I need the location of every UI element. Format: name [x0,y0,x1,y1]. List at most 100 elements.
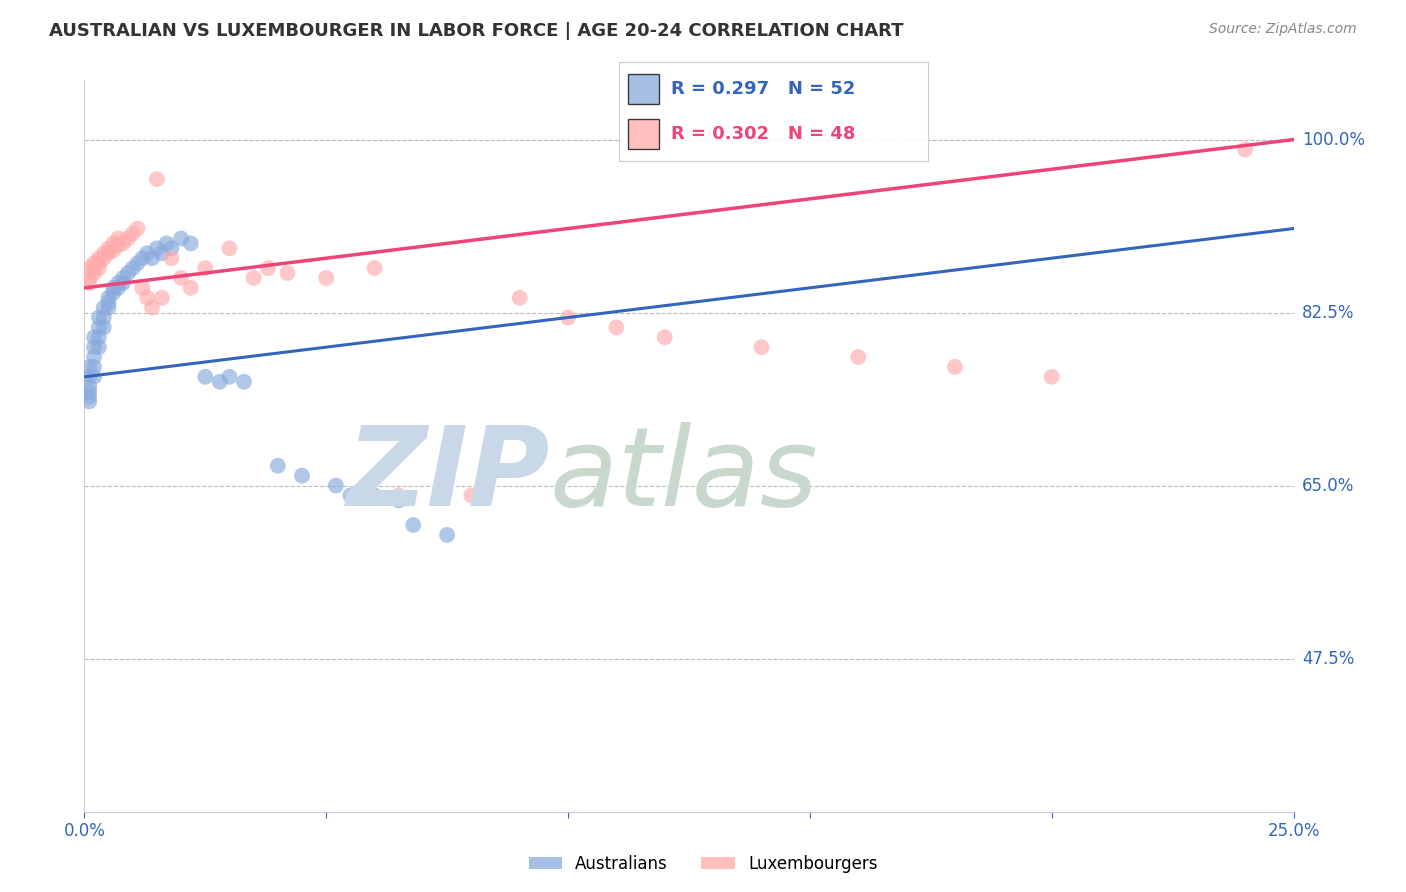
Point [291,468,314,483]
Point [97,301,120,315]
Text: 47.5%: 47.5% [1302,649,1354,667]
Point [77,276,100,290]
Point [605,320,627,334]
Point [87,251,110,265]
Point [402,518,425,533]
Point [325,478,347,492]
Point [155,236,177,251]
Point [339,488,361,502]
Point [509,291,531,305]
Point [83,330,105,344]
Point [131,281,153,295]
Point [87,261,110,276]
Text: 82.5%: 82.5% [1302,303,1354,321]
Point [117,266,139,280]
Text: R = 0.302   N = 48: R = 0.302 N = 48 [671,125,856,143]
Point [93,301,115,315]
Point [218,241,240,255]
Point [93,320,115,334]
Point [83,256,105,270]
Point [160,251,183,265]
Point [141,301,163,315]
Point [180,281,202,295]
Point [160,241,183,255]
Point [146,241,169,255]
FancyBboxPatch shape [628,120,659,149]
Point [117,231,139,245]
Point [127,221,149,235]
Point [77,390,100,404]
Point [141,251,163,265]
Point [77,394,100,409]
Point [93,251,115,265]
Text: 100.0%: 100.0% [1302,130,1365,149]
Point [388,488,411,502]
Point [77,384,100,399]
Point [107,238,129,252]
Point [83,350,105,364]
Point [751,340,773,354]
Legend: Australians, Luxembourgers: Australians, Luxembourgers [522,848,884,880]
Point [93,310,115,325]
Point [267,458,290,473]
Point [107,281,129,295]
Text: AUSTRALIAN VS LUXEMBOURGER IN LABOR FORCE | AGE 20-24 CORRELATION CHART: AUSTRALIAN VS LUXEMBOURGER IN LABOR FORC… [49,22,904,40]
Text: R = 0.297   N = 52: R = 0.297 N = 52 [671,80,856,98]
Point [557,310,579,325]
Point [146,172,169,186]
Point [436,528,458,542]
Point [170,231,193,245]
Text: ZIP: ZIP [346,422,550,529]
Point [846,350,869,364]
FancyBboxPatch shape [628,74,659,103]
Point [131,251,153,265]
Point [242,271,264,285]
Point [1040,369,1063,384]
Point [943,359,966,374]
Point [93,246,115,260]
Point [363,261,385,276]
Point [97,241,120,255]
Point [257,261,280,276]
Point [460,488,482,502]
Point [77,261,100,276]
Point [103,281,125,295]
Point [87,256,110,270]
Point [112,236,135,251]
Point [194,369,217,384]
Point [150,246,173,260]
Point [170,271,193,285]
Point [276,266,298,280]
Point [180,236,202,251]
Point [97,246,120,260]
Point [97,291,120,305]
Point [77,369,100,384]
Point [83,261,105,276]
Text: atlas: atlas [550,422,818,529]
Point [87,340,110,354]
Point [127,256,149,270]
Point [150,291,173,305]
Point [121,261,143,276]
Point [87,320,110,334]
Point [121,227,143,241]
Point [83,266,105,280]
Point [107,231,129,245]
Point [107,276,129,290]
Point [97,295,120,310]
Point [83,340,105,354]
Point [136,291,159,305]
Point [208,375,231,389]
Point [83,369,105,384]
Point [363,488,385,502]
Point [194,261,217,276]
Point [103,244,125,258]
Point [112,271,135,285]
Point [77,380,100,394]
Point [388,493,411,508]
Point [103,236,125,251]
Point [87,330,110,344]
Text: 65.0%: 65.0% [1302,476,1354,494]
Point [218,369,240,384]
Point [83,359,105,374]
